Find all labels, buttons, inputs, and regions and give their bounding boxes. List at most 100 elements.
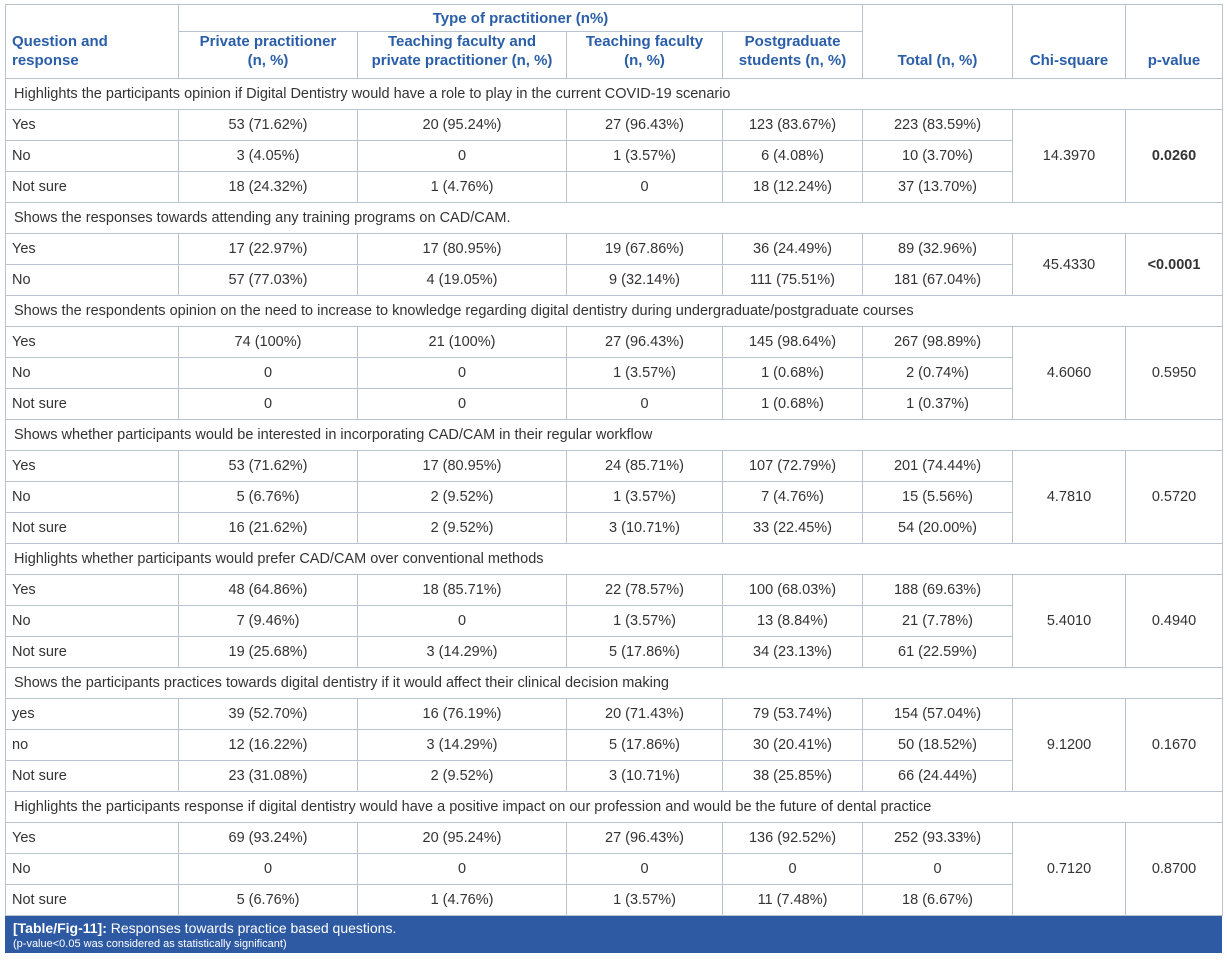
header-chi-square: Chi-square bbox=[1012, 4, 1126, 79]
cell: 27 (96.43%) bbox=[566, 822, 723, 854]
response: Not sure bbox=[5, 760, 179, 792]
data-row: Yes 53 (71.62%) 20 (95.24%) 27 (96.43%) 123 … bbox=[5, 109, 1223, 203]
chi-square: 4.6060 bbox=[1012, 326, 1126, 420]
cell: 11 (7.48%) bbox=[722, 884, 863, 916]
cell: 107 (72.79%) bbox=[722, 450, 863, 482]
cell: 21 (100%) bbox=[357, 326, 567, 358]
data-row: yes 39 (52.70%) 16 (76.19%) 20 (71.43%) 79 (… bbox=[5, 698, 1223, 792]
cell: 1 (3.57%) bbox=[566, 884, 723, 916]
cell: 20 (95.24%) bbox=[357, 822, 567, 854]
cell: 27 (96.43%) bbox=[566, 109, 723, 141]
cell: 5 (17.86%) bbox=[566, 729, 723, 761]
chi-square: 45.4330 bbox=[1012, 233, 1126, 296]
cell: 0 bbox=[862, 853, 1013, 885]
cell: 5 (17.86%) bbox=[566, 636, 723, 668]
cell: 17 (80.95%) bbox=[357, 450, 567, 482]
cell: 123 (83.67%) bbox=[722, 109, 863, 141]
section-title: Highlights the participants response if … bbox=[5, 791, 1223, 823]
cell: 53 (71.62%) bbox=[178, 450, 358, 482]
section-row: Shows the respondents opinion on the nee… bbox=[5, 295, 1223, 327]
header-column: Teaching faculty (n, %) bbox=[566, 31, 723, 79]
cell: 0 bbox=[357, 140, 567, 172]
data-row: No 3 (4.05%) 0 1 (3.57%) 6 (4.08%) 10 (3.70%) bbox=[5, 140, 1223, 172]
cell: 1 (3.57%) bbox=[566, 140, 723, 172]
cell: 1 (3.57%) bbox=[566, 605, 723, 637]
cell: 17 (80.95%) bbox=[357, 233, 567, 265]
data-row: Yes 69 (93.24%) 20 (95.24%) 27 (96.43%) 136 … bbox=[5, 822, 1223, 916]
section-row: Highlights the participants response if … bbox=[5, 791, 1223, 823]
section-title: Highlights the participants opinion if D… bbox=[5, 78, 1223, 110]
header-column: Teaching faculty and private practitione… bbox=[357, 31, 567, 79]
p-value: 0.5720 bbox=[1125, 450, 1223, 544]
response: yes bbox=[5, 698, 179, 730]
cell: 18 (12.24%) bbox=[722, 171, 863, 203]
cell: 20 (95.24%) bbox=[357, 109, 567, 141]
section-row: Shows whether participants would be inte… bbox=[5, 419, 1223, 451]
chi-square: 5.4010 bbox=[1012, 574, 1126, 668]
cell: 1 (4.76%) bbox=[357, 171, 567, 203]
response: Not sure bbox=[5, 884, 179, 916]
cell: 39 (52.70%) bbox=[178, 698, 358, 730]
chi-square: 9.1200 bbox=[1012, 698, 1126, 792]
cell: 37 (13.70%) bbox=[862, 171, 1013, 203]
caption-label: [Table/Fig-11]: bbox=[13, 920, 107, 936]
cell: 0 bbox=[566, 853, 723, 885]
cell: 9 (32.14%) bbox=[566, 264, 723, 296]
cell: 33 (22.45%) bbox=[722, 512, 863, 544]
response: Yes bbox=[5, 450, 179, 482]
section-title: Shows the respondents opinion on the nee… bbox=[5, 295, 1223, 327]
cell: 30 (20.41%) bbox=[722, 729, 863, 761]
cell: 2 (0.74%) bbox=[862, 357, 1013, 389]
cell: 3 (14.29%) bbox=[357, 729, 567, 761]
cell: 181 (67.04%) bbox=[862, 264, 1013, 296]
cell: 74 (100%) bbox=[178, 326, 358, 358]
cell: 53 (71.62%) bbox=[178, 109, 358, 141]
cell: 48 (64.86%) bbox=[178, 574, 358, 606]
response: Yes bbox=[5, 326, 179, 358]
response: Yes bbox=[5, 822, 179, 854]
cell: 252 (93.33%) bbox=[862, 822, 1013, 854]
cell: 267 (98.89%) bbox=[862, 326, 1013, 358]
cell: 36 (24.49%) bbox=[722, 233, 863, 265]
cell: 100 (68.03%) bbox=[722, 574, 863, 606]
response: Yes bbox=[5, 233, 179, 265]
p-value: <0.0001 bbox=[1125, 233, 1223, 296]
cell: 89 (32.96%) bbox=[862, 233, 1013, 265]
response: No bbox=[5, 264, 179, 296]
response: no bbox=[5, 729, 179, 761]
cell: 154 (57.04%) bbox=[862, 698, 1013, 730]
response: Not sure bbox=[5, 636, 179, 668]
response: No bbox=[5, 481, 179, 513]
header-column: Private practitioner (n, %) bbox=[178, 31, 358, 79]
cell: 0 bbox=[178, 357, 358, 389]
cell: 201 (74.44%) bbox=[862, 450, 1013, 482]
data-row: No 0 0 0 0 0 bbox=[5, 853, 1223, 885]
cell: 22 (78.57%) bbox=[566, 574, 723, 606]
header-question: Question and response bbox=[5, 4, 179, 79]
section-title: Shows whether participants would be inte… bbox=[5, 419, 1223, 451]
p-value: 0.4940 bbox=[1125, 574, 1223, 668]
cell: 3 (10.71%) bbox=[566, 760, 723, 792]
cell: 145 (98.64%) bbox=[722, 326, 863, 358]
cell: 3 (14.29%) bbox=[357, 636, 567, 668]
cell: 23 (31.08%) bbox=[178, 760, 358, 792]
response: Not sure bbox=[5, 388, 179, 420]
data-row: Not sure 0 0 0 1 (0.68%) 1 (0.37%) bbox=[5, 388, 1223, 420]
cell: 13 (8.84%) bbox=[722, 605, 863, 637]
cell: 223 (83.59%) bbox=[862, 109, 1013, 141]
cell: 1 (4.76%) bbox=[357, 884, 567, 916]
cell: 6 (4.08%) bbox=[722, 140, 863, 172]
response: Not sure bbox=[5, 171, 179, 203]
cell: 1 (0.68%) bbox=[722, 357, 863, 389]
cell: 79 (53.74%) bbox=[722, 698, 863, 730]
cell: 18 (24.32%) bbox=[178, 171, 358, 203]
chi-square: 0.7120 bbox=[1012, 822, 1126, 916]
cell: 16 (76.19%) bbox=[357, 698, 567, 730]
cell: 50 (18.52%) bbox=[862, 729, 1013, 761]
data-row: Yes 48 (64.86%) 18 (85.71%) 22 (78.57%) 100 … bbox=[5, 574, 1223, 668]
data-row: Yes 74 (100%) 21 (100%) 27 (96.43%) 145 (98.… bbox=[5, 326, 1223, 420]
cell: 0 bbox=[357, 357, 567, 389]
section-row: Shows the participants practices towards… bbox=[5, 667, 1223, 699]
section-title: Shows the responses towards attending an… bbox=[5, 202, 1223, 234]
